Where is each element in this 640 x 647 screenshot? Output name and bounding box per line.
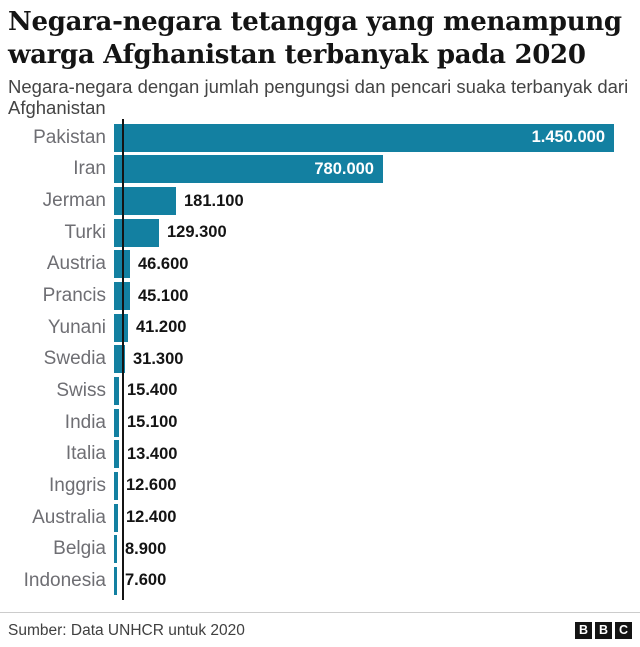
bar-row: Turki 129.300 <box>8 217 632 249</box>
value-label: 129.300 <box>167 223 227 242</box>
bar-row: Swiss 15.400 <box>8 375 632 407</box>
bar <box>114 187 176 216</box>
category-label: Austria <box>46 253 106 275</box>
y-axis-line <box>122 119 124 600</box>
value-label: 1.450.000 <box>531 128 605 147</box>
bar-track: 181.100 <box>114 187 632 216</box>
category-label: Iran <box>73 158 106 180</box>
bar <box>114 218 159 247</box>
value-label: 13.400 <box>127 444 178 463</box>
bar-track: 129.300 <box>114 218 632 247</box>
bar-track: 15.100 <box>114 408 632 437</box>
bar-track: 12.600 <box>114 471 632 500</box>
category-label: India <box>64 411 106 433</box>
bar-row: Inggris 12.600 <box>8 470 632 502</box>
bar-row: India 15.100 <box>8 407 632 439</box>
value-label: 15.100 <box>127 413 178 432</box>
bar-row: Pakistan 1.450.000 <box>8 122 632 154</box>
category-label: Indonesia <box>23 569 106 591</box>
bar-track: 8.900 <box>114 535 632 564</box>
bbc-logo-letter: B <box>575 622 592 640</box>
bbc-logo-letter: C <box>615 622 632 640</box>
value-label: 780.000 <box>314 159 374 178</box>
bar-track: 1.450.000 <box>114 123 632 152</box>
category-label: Belgia <box>53 538 106 560</box>
bar <box>114 313 128 342</box>
bbc-logo: B B C <box>575 622 632 640</box>
bar-row: Yunani 41.200 <box>8 312 632 344</box>
bar-track: 15.400 <box>114 376 632 405</box>
value-label: 7.600 <box>125 571 167 590</box>
footer-divider <box>0 611 640 613</box>
bar-track: 45.100 <box>114 282 632 311</box>
bar: 1.450.000 <box>114 123 614 152</box>
value-label: 15.400 <box>127 381 178 400</box>
footer: Sumber: Data UNHCR untuk 2020 B B C <box>8 613 632 640</box>
value-label: 45.100 <box>138 286 189 305</box>
bar-row: Italia 13.400 <box>8 438 632 470</box>
bar-row: Austria 46.600 <box>8 249 632 281</box>
bar: 780.000 <box>114 155 383 184</box>
bar-row: Belgia 8.900 <box>8 533 632 565</box>
value-label: 181.100 <box>184 191 244 210</box>
category-label: Turki <box>64 221 106 243</box>
bar-row: Iran 780.000 <box>8 154 632 186</box>
chart-subtitle: Negara-negara dengan jumlah pengungsi da… <box>8 76 629 118</box>
value-label: 31.300 <box>133 349 184 368</box>
bar <box>114 471 118 500</box>
category-label: Swiss <box>56 379 106 401</box>
bar-row: Prancis 45.100 <box>8 280 632 312</box>
bar-chart: Pakistan 1.450.000 Iran 780.000 Jerman 181.10… <box>8 119 632 600</box>
chart-title: Negara-negara tetangga yang menampung wa… <box>8 7 622 70</box>
source-text: Sumber: Data UNHCR untuk 2020 <box>8 621 245 639</box>
bar <box>114 345 125 374</box>
category-label: Italia <box>65 443 106 465</box>
category-label: Prancis <box>42 285 106 307</box>
bar-track: 41.200 <box>114 313 632 342</box>
value-label: 12.600 <box>126 476 177 495</box>
bar-track: 780.000 <box>114 155 632 184</box>
bar <box>114 566 117 595</box>
bar-row: Swedia 31.300 <box>8 343 632 375</box>
bar <box>114 535 117 564</box>
value-label: 46.600 <box>138 254 189 273</box>
category-label: Swedia <box>43 348 106 370</box>
bar <box>114 503 118 532</box>
bar <box>114 408 119 437</box>
bar-row: Australia 12.400 <box>8 502 632 534</box>
bar-row: Indonesia 7.600 <box>8 565 632 597</box>
bar <box>114 376 119 405</box>
category-label: Australia <box>32 506 106 528</box>
category-label: Yunani <box>47 316 106 338</box>
bbc-logo-letter: B <box>595 622 612 640</box>
bar-track: 7.600 <box>114 566 632 595</box>
value-label: 41.200 <box>136 318 187 337</box>
bar-track: 12.400 <box>114 503 632 532</box>
bar-rows: Pakistan 1.450.000 Iran 780.000 Jerman 181.10… <box>8 122 632 597</box>
category-label: Inggris <box>48 474 106 496</box>
bar <box>114 440 119 469</box>
bar-track: 13.400 <box>114 440 632 469</box>
value-label: 12.400 <box>126 508 177 526</box>
bar-track: 31.300 <box>114 345 632 374</box>
category-label: Pakistan <box>33 126 106 148</box>
value-label: 8.900 <box>125 539 167 558</box>
bar-row: Jerman 181.100 <box>8 185 632 217</box>
category-label: Jerman <box>42 190 106 212</box>
bar-track: 46.600 <box>114 250 632 279</box>
